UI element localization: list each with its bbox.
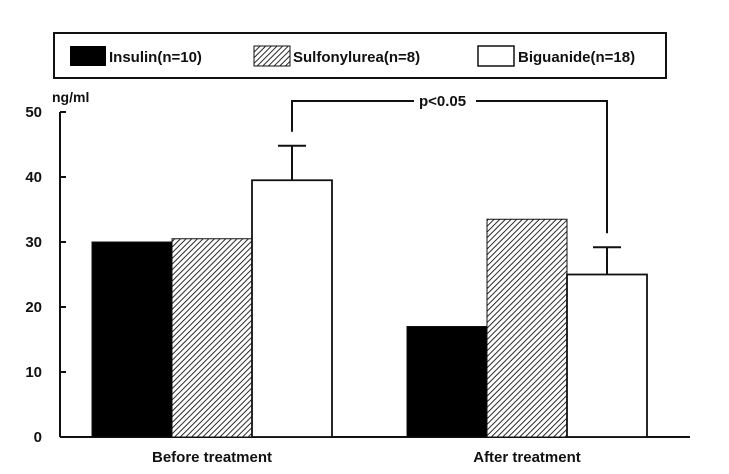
category-label: After treatment [473, 449, 581, 466]
y-ticks: 0 10 20 30 40 50 [25, 104, 66, 446]
significance-annotation: p<0.05 [291, 93, 608, 234]
legend: Insulin(n=10) Sulfonylurea(n=8) Biguanid… [53, 32, 667, 79]
category-labels: Before treatment After treatment [152, 449, 581, 466]
legend-label-sulfonylurea: Sulfonylurea(n=8) [293, 49, 420, 66]
error-bars [278, 144, 621, 275]
category-label: Before treatment [152, 449, 272, 466]
y-tick-label: 40 [25, 169, 42, 186]
bar-insulin-before [91, 241, 173, 438]
legend-label-biguanide: Biguanide(n=18) [518, 49, 635, 66]
legend-swatch-insulin [70, 46, 106, 66]
y-tick-label: 0 [34, 429, 42, 446]
legend-swatch-sulfonylurea [253, 45, 291, 67]
bar-insulin-after [406, 326, 488, 438]
y-tick-label: 10 [25, 364, 42, 381]
bar-sulfonylurea-after [486, 218, 568, 438]
legend-swatch-biguanide [477, 45, 515, 67]
legend-frame [53, 32, 667, 79]
bar-sulfonylurea-before [171, 238, 253, 438]
y-tick-label: 50 [25, 104, 42, 121]
significance-bracket-right [476, 100, 608, 234]
y-tick-label: 20 [25, 299, 42, 316]
y-axis-unit-label: ng/ml [52, 89, 89, 105]
bar-biguanide-before [251, 179, 333, 438]
axes: ng/ml 0 10 20 30 40 50 [25, 89, 690, 446]
bars [91, 179, 648, 438]
significance-bracket-left [291, 100, 414, 132]
legend-label-insulin: Insulin(n=10) [109, 49, 202, 66]
bar-biguanide-after [566, 273, 648, 438]
y-tick-label: 30 [25, 234, 42, 251]
p-value-label: p<0.05 [419, 93, 466, 110]
